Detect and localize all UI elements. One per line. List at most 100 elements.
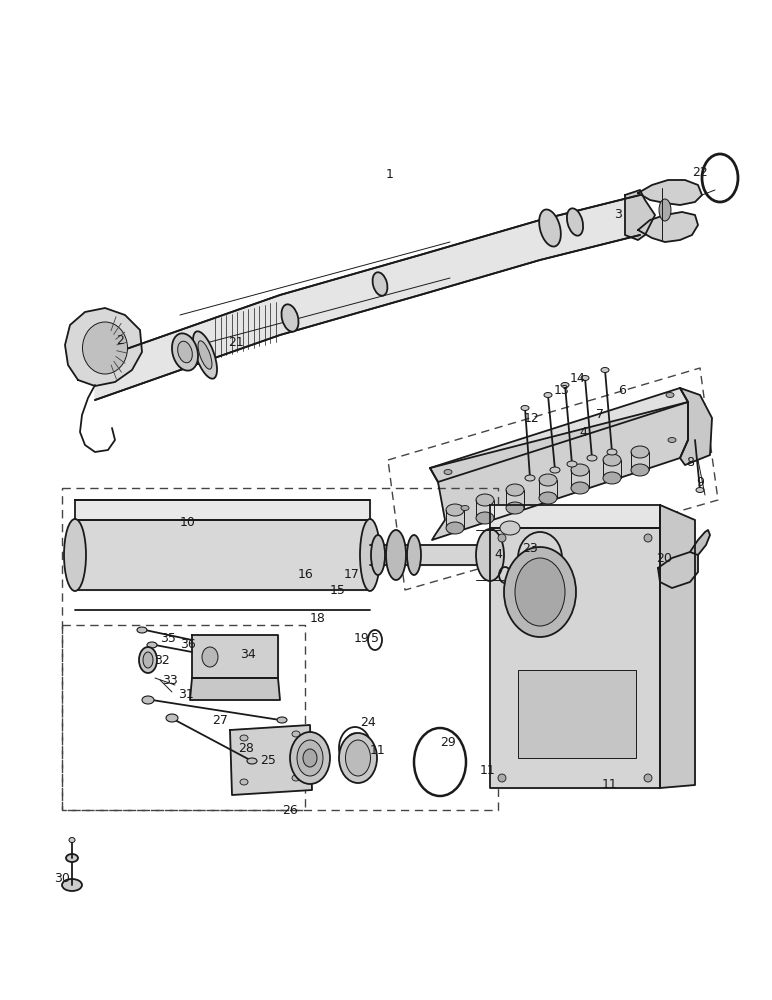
Ellipse shape <box>247 758 257 764</box>
Ellipse shape <box>407 535 421 575</box>
Ellipse shape <box>607 449 617 455</box>
Ellipse shape <box>504 547 576 637</box>
Text: 3: 3 <box>614 209 622 222</box>
Ellipse shape <box>644 774 652 782</box>
Polygon shape <box>658 552 698 588</box>
Ellipse shape <box>544 392 552 397</box>
Text: 10: 10 <box>180 516 196 528</box>
Ellipse shape <box>476 494 494 506</box>
Polygon shape <box>625 190 655 240</box>
Text: 30: 30 <box>54 871 70 884</box>
Polygon shape <box>638 212 698 242</box>
Polygon shape <box>370 545 490 565</box>
Text: 4: 4 <box>579 426 587 438</box>
Text: 29: 29 <box>440 736 456 748</box>
Ellipse shape <box>550 467 560 473</box>
Ellipse shape <box>561 382 569 387</box>
Ellipse shape <box>282 304 299 332</box>
Ellipse shape <box>371 535 385 575</box>
Polygon shape <box>230 725 312 795</box>
Ellipse shape <box>581 375 589 380</box>
Text: 11: 11 <box>370 744 386 756</box>
Text: 7: 7 <box>596 408 604 422</box>
Polygon shape <box>95 195 640 360</box>
Ellipse shape <box>498 534 506 542</box>
Ellipse shape <box>476 529 504 581</box>
Ellipse shape <box>631 464 649 476</box>
Ellipse shape <box>506 502 524 514</box>
Text: 25: 25 <box>260 754 276 766</box>
Ellipse shape <box>290 732 330 784</box>
Ellipse shape <box>461 506 469 510</box>
Ellipse shape <box>476 512 494 524</box>
Text: 15: 15 <box>330 584 346 596</box>
Ellipse shape <box>521 406 529 410</box>
Polygon shape <box>192 635 278 678</box>
Text: 16: 16 <box>298 568 314 582</box>
Ellipse shape <box>696 488 704 492</box>
Ellipse shape <box>346 740 371 776</box>
Text: 9: 9 <box>696 476 704 488</box>
Ellipse shape <box>178 341 192 363</box>
Polygon shape <box>490 505 660 528</box>
Ellipse shape <box>587 455 597 461</box>
Text: 23: 23 <box>522 542 538 554</box>
Ellipse shape <box>172 333 198 371</box>
Ellipse shape <box>64 519 86 591</box>
Ellipse shape <box>539 492 557 504</box>
Ellipse shape <box>277 717 287 723</box>
Ellipse shape <box>66 854 78 862</box>
Text: 34: 34 <box>240 648 256 662</box>
Polygon shape <box>430 402 688 540</box>
Ellipse shape <box>515 558 565 626</box>
Ellipse shape <box>539 209 560 247</box>
Ellipse shape <box>571 482 589 494</box>
Ellipse shape <box>137 627 147 633</box>
Text: 5: 5 <box>371 632 379 645</box>
Text: 31: 31 <box>178 688 194 702</box>
Text: 13: 13 <box>554 383 570 396</box>
Ellipse shape <box>198 341 212 369</box>
Ellipse shape <box>631 446 649 458</box>
Ellipse shape <box>143 652 153 668</box>
Text: 20: 20 <box>656 552 672 564</box>
Ellipse shape <box>62 879 82 891</box>
Text: 4: 4 <box>494 548 502 562</box>
Ellipse shape <box>292 775 300 781</box>
Ellipse shape <box>525 475 535 481</box>
Text: 28: 28 <box>238 742 254 754</box>
Ellipse shape <box>539 474 557 486</box>
Ellipse shape <box>601 367 609 372</box>
Text: 14: 14 <box>571 371 586 384</box>
Polygon shape <box>660 505 695 788</box>
Ellipse shape <box>500 521 520 535</box>
Ellipse shape <box>668 438 676 442</box>
Text: 18: 18 <box>310 611 326 624</box>
Text: 35: 35 <box>160 632 176 645</box>
Text: 36: 36 <box>180 639 196 652</box>
Polygon shape <box>65 308 142 386</box>
Text: 12: 12 <box>524 412 540 424</box>
Polygon shape <box>690 530 710 555</box>
Ellipse shape <box>567 461 577 467</box>
Text: 26: 26 <box>282 804 298 816</box>
Ellipse shape <box>386 530 406 580</box>
Text: 1: 1 <box>386 168 394 182</box>
Ellipse shape <box>644 534 652 542</box>
Ellipse shape <box>69 838 75 842</box>
Ellipse shape <box>166 714 178 722</box>
Polygon shape <box>190 678 280 700</box>
Ellipse shape <box>446 504 464 516</box>
Text: 11: 11 <box>480 764 496 776</box>
Text: 2: 2 <box>116 334 124 347</box>
Ellipse shape <box>603 454 621 466</box>
Ellipse shape <box>339 733 377 783</box>
Text: 32: 32 <box>154 654 170 666</box>
Ellipse shape <box>139 647 157 673</box>
Ellipse shape <box>292 731 300 737</box>
Text: 33: 33 <box>162 674 178 686</box>
Ellipse shape <box>567 208 583 236</box>
Ellipse shape <box>666 392 674 397</box>
Polygon shape <box>75 500 370 520</box>
Text: 17: 17 <box>344 568 360 582</box>
